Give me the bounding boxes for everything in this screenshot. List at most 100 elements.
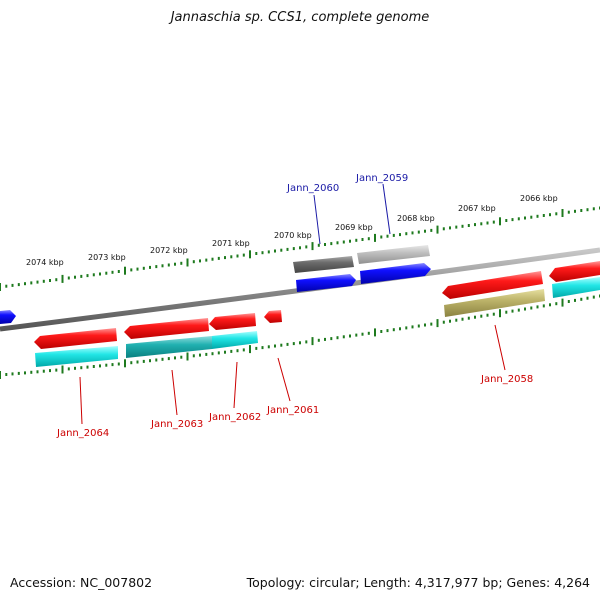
outer-minor-tick [511, 218, 514, 222]
outer-minor-tick [474, 223, 476, 227]
outer-minor-tick [524, 216, 526, 220]
outer-minor-tick [336, 241, 339, 245]
outer-minor-tick [430, 228, 433, 232]
outer-minor-tick [536, 214, 539, 218]
outer-minor-tick [111, 270, 114, 274]
inner-minor-tick [430, 322, 433, 326]
label-jann-2059[interactable]: Jann_2059 [355, 173, 408, 184]
outer-minor-tick [367, 237, 370, 241]
outer-minor-tick [92, 273, 95, 277]
gene-jann-2062[interactable] [209, 313, 256, 330]
gene-jann-2064[interactable] [34, 328, 117, 349]
feature-jann-2060-outer[interactable] [293, 256, 354, 273]
gene-jann-2063[interactable] [124, 318, 209, 339]
feature-jann-2063-inner[interactable] [126, 336, 212, 358]
tick-labels: 2074 kbp 2073 kbp 2072 kbp 2071 kbp 2070… [26, 194, 558, 267]
inner-minor-tick [580, 297, 583, 301]
outer-minor-tick [242, 253, 245, 257]
feature-jann-2062-inner[interactable] [212, 331, 258, 349]
feature-jann-2058-inner[interactable] [444, 289, 545, 317]
outer-minor-tick [67, 276, 70, 280]
inner-minor-tick [274, 344, 276, 348]
inner-minor-tick [242, 348, 245, 352]
inner-major-tick [436, 319, 439, 328]
label-jann-2064[interactable]: Jann_2064 [56, 428, 109, 439]
inner-minor-tick [517, 308, 520, 312]
feature-jann-2059-outer[interactable] [357, 245, 430, 264]
label-jann-2060[interactable]: Jann_2060 [286, 183, 339, 194]
inner-minor-tick [305, 340, 308, 344]
inner-minor-tick [461, 317, 464, 321]
inner-minor-tick [342, 335, 345, 339]
inner-minor-tick [42, 369, 45, 373]
inner-minor-tick [411, 325, 414, 329]
label-jann-2061[interactable]: Jann_2061 [266, 405, 319, 416]
inner-minor-tick [592, 295, 595, 299]
feature-jann-2064-inner[interactable] [35, 346, 118, 367]
feature-right-edge-inner[interactable] [552, 277, 600, 298]
inner-minor-tick [317, 338, 320, 342]
inner-minor-tick [405, 326, 408, 330]
inner-minor-tick [24, 371, 26, 375]
outer-minor-tick [330, 242, 333, 246]
inner-minor-tick [217, 351, 220, 355]
gene-jann-2061[interactable] [264, 310, 282, 323]
inner-minor-tick [286, 342, 289, 346]
outer-minor-tick [24, 282, 26, 286]
outer-minor-tick [17, 283, 20, 287]
tick-label-2074: 2074 kbp [26, 258, 64, 267]
inner-minor-tick [324, 337, 326, 341]
outer-minor-tick [211, 257, 214, 261]
outer-minor-tick [355, 238, 358, 242]
label-jann-2058[interactable]: Jann_2058 [480, 374, 533, 385]
outer-major-tick [374, 233, 376, 242]
outer-minor-tick [486, 221, 489, 225]
gene-right-edge-reverse[interactable] [549, 261, 600, 282]
outer-minor-tick [405, 232, 408, 236]
label-jann-2062[interactable]: Jann_2062 [208, 412, 261, 423]
outer-minor-tick [399, 233, 401, 237]
tick-label-2068: 2068 kbp [397, 214, 435, 223]
outer-minor-tick [117, 270, 120, 273]
inner-minor-tick [30, 370, 33, 374]
inner-minor-tick [224, 350, 226, 354]
gene-jann-2060[interactable] [296, 274, 356, 292]
label-jann-2063[interactable]: Jann_2063 [150, 419, 203, 430]
tick-label-2069: 2069 kbp [335, 223, 373, 232]
inner-minor-tick [361, 332, 364, 336]
inner-minor-tick [86, 365, 89, 369]
inner-minor-tick [586, 296, 589, 300]
callout-jann-2063 [171, 369, 178, 416]
inner-minor-tick [449, 319, 451, 323]
inner-minor-tick [205, 352, 208, 356]
inner-minor-tick [149, 359, 151, 363]
inner-minor-tick [49, 369, 51, 373]
inner-minor-tick [111, 363, 114, 367]
outer-minor-tick [74, 275, 76, 279]
inner-minor-tick [349, 334, 351, 338]
inner-minor-tick [230, 349, 233, 353]
gene-jann-2058[interactable] [442, 271, 543, 299]
outer-minor-tick [255, 252, 258, 255]
outer-minor-tick [5, 284, 8, 288]
inner-major-tick [374, 328, 376, 337]
outer-minor-tick [180, 261, 183, 265]
outer-minor-tick [386, 234, 389, 238]
tick-label-2066: 2066 kbp [520, 194, 558, 203]
inner-minor-tick [474, 315, 476, 319]
outer-minor-tick [142, 266, 145, 270]
outer-minor-tick [480, 222, 483, 226]
outer-minor-tick [280, 248, 283, 252]
callout-jann-2059 [382, 183, 391, 235]
inner-minor-tick [236, 349, 239, 353]
outer-minor-tick [55, 278, 58, 282]
inner-minor-tick [511, 309, 514, 313]
outer-minor-tick [224, 256, 226, 260]
inner-minor-tick [117, 362, 120, 366]
inner-minor-tick [11, 372, 14, 376]
gene-left-edge-forward[interactable] [0, 310, 16, 324]
outer-minor-tick [274, 249, 276, 253]
gene-jann-2059[interactable] [360, 263, 431, 284]
outer-minor-tick [586, 208, 589, 212]
inner-minor-tick [336, 336, 339, 340]
